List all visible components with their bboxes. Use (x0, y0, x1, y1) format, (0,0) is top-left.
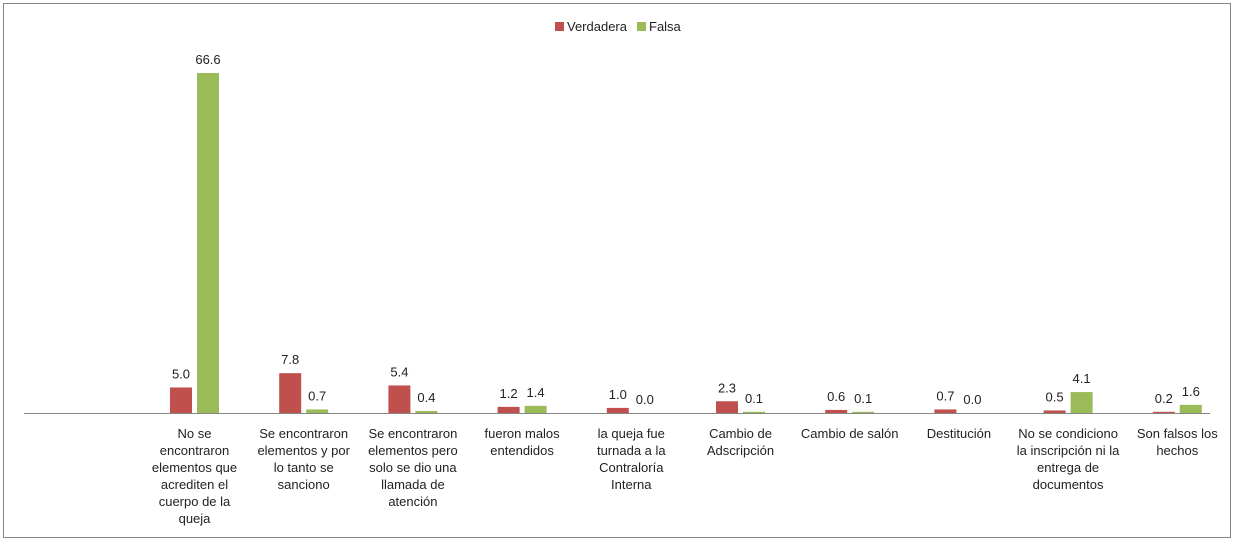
bar-verdadera-9 (1043, 410, 1066, 413)
data-label-falsa-7: 0.1 (854, 391, 872, 406)
bar-falsa-2 (306, 409, 329, 413)
category-label-2: Se encontraron elementos y por lo tanto se… (257, 426, 350, 492)
legend-item-verdadera: Verdadera (555, 19, 627, 34)
data-label-verdadera-7: 0.6 (827, 389, 845, 404)
data-label-falsa-10: 1.6 (1182, 384, 1200, 399)
data-label-verdadera-4: 1.2 (500, 386, 518, 401)
bar-falsa-10 (1179, 404, 1202, 413)
category-label-9: No se condiciono la inscripción ni la entr… (1017, 426, 1120, 492)
data-label-falsa-8: 0.0 (963, 392, 981, 407)
data-label-falsa-9: 4.1 (1073, 371, 1091, 386)
bar-falsa-4 (524, 405, 547, 413)
category-label-6: Cambio de Adscripción (707, 426, 774, 458)
bar-verdadera-4 (497, 406, 520, 413)
legend-label-verdadera: Verdadera (567, 19, 627, 34)
category-label-7: Cambio de salón (801, 426, 899, 441)
data-label-falsa-5: 0.0 (636, 392, 654, 407)
bar-falsa-1 (197, 73, 219, 413)
data-label-falsa-4: 1.4 (527, 385, 545, 400)
bar-verdadera-3 (388, 385, 411, 413)
category-label-1: No se encontraron elementos que acrediten e… (152, 426, 237, 526)
category-label-5: la queja fue turnada a la Contraloría Inter… (597, 426, 666, 492)
data-label-falsa-1: 66.6 (195, 52, 220, 67)
bar-verdadera-5 (606, 407, 629, 413)
bar-falsa-6 (743, 411, 765, 413)
legend-swatch-verdadera (555, 22, 564, 31)
category-label-10: Son falsos los hechos (1137, 426, 1218, 458)
bar-verdadera-8 (934, 409, 957, 413)
legend-item-falsa: Falsa (637, 19, 681, 34)
data-label-verdadera-6: 2.3 (718, 380, 736, 395)
category-label-8: Destitución (927, 426, 991, 441)
data-label-verdadera-9: 0.5 (1046, 389, 1064, 404)
data-label-verdadera-1: 5.0 (172, 366, 190, 381)
legend-swatch-falsa (637, 22, 646, 31)
data-label-verdadera-3: 5.4 (390, 364, 408, 379)
bar-verdadera-7 (825, 409, 848, 413)
data-label-verdadera-10: 0.2 (1155, 391, 1173, 406)
data-label-verdadera-5: 1.0 (609, 387, 627, 402)
bar-verdadera-6 (716, 401, 738, 413)
bar-falsa-7 (852, 411, 875, 413)
bar-verdadera-2 (279, 373, 302, 413)
data-label-falsa-3: 0.4 (417, 390, 435, 405)
category-label-4: fueron malos entendidos (485, 426, 561, 458)
category-label-3: Se encontraron elementos pero solo se dio … (368, 426, 458, 509)
legend-label-falsa: Falsa (649, 19, 681, 34)
data-label-falsa-6: 0.1 (745, 391, 763, 406)
data-label-falsa-2: 0.7 (308, 388, 326, 403)
bar-falsa-9 (1070, 392, 1093, 413)
data-label-verdadera-2: 7.8 (281, 352, 299, 367)
bar-verdadera-1 (170, 387, 192, 413)
legend: Verdadera Falsa (555, 19, 691, 34)
bar-falsa-3 (415, 410, 438, 413)
bar-verdadera-10 (1152, 411, 1175, 413)
data-label-verdadera-8: 0.7 (936, 388, 954, 403)
